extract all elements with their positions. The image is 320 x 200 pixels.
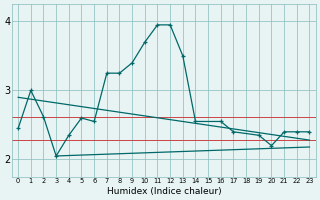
X-axis label: Humidex (Indice chaleur): Humidex (Indice chaleur)	[107, 187, 221, 196]
